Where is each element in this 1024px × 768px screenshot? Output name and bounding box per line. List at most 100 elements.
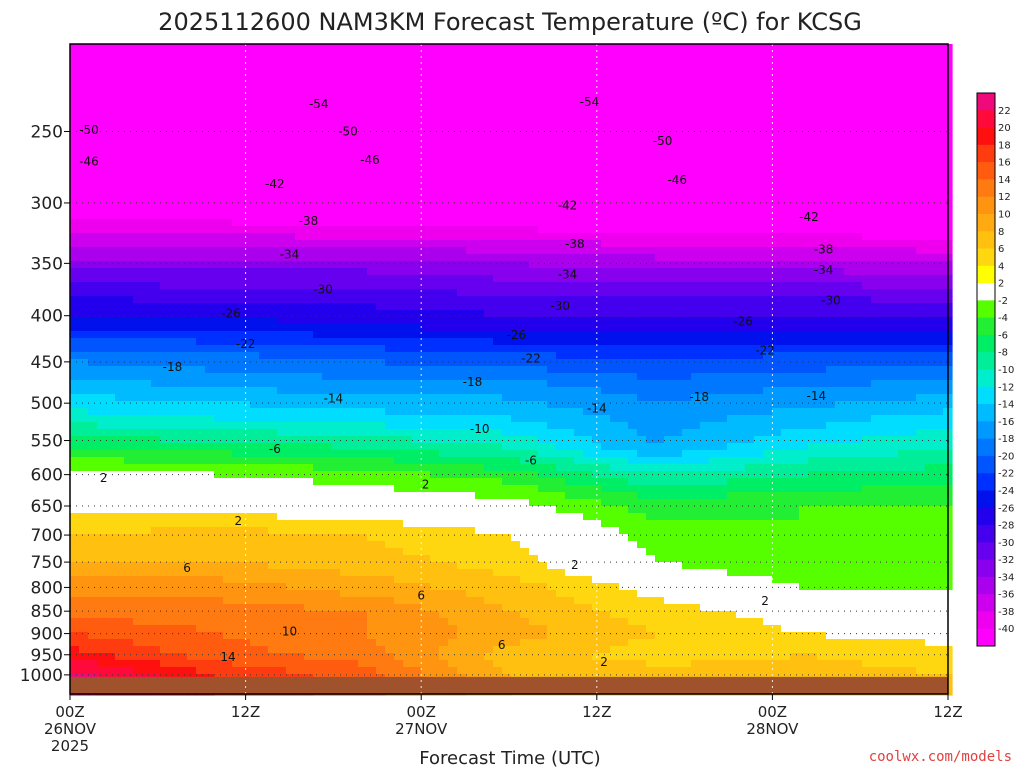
field-cell [259, 93, 269, 101]
field-cell [493, 58, 503, 66]
field-cell [349, 366, 359, 374]
field-cell [691, 65, 701, 73]
field-cell [313, 324, 323, 332]
field-cell [691, 163, 701, 171]
field-cell [448, 247, 458, 255]
field-cell [160, 177, 170, 185]
field-cell [511, 121, 521, 129]
field-cell [196, 198, 206, 206]
field-cell [673, 387, 683, 395]
field-cell [403, 198, 413, 206]
field-cell [835, 170, 845, 178]
field-cell [889, 359, 899, 367]
field-cell [358, 338, 368, 346]
field-cell [808, 79, 818, 87]
field-cell [763, 191, 773, 199]
field-cell [655, 233, 665, 241]
field-cell [403, 324, 413, 332]
field-cell [268, 128, 278, 136]
field-cell [88, 51, 98, 59]
field-cell [502, 373, 512, 381]
field-cell [340, 310, 350, 318]
field-cell [277, 387, 287, 395]
field-cell [898, 345, 908, 353]
field-cell [223, 366, 233, 374]
field-cell [466, 121, 476, 129]
field-cell [529, 366, 539, 374]
field-cell [151, 366, 161, 374]
field-cell [70, 100, 80, 108]
field-cell [358, 310, 368, 318]
field-cell [511, 366, 521, 374]
field-cell [673, 261, 683, 269]
field-cell [160, 163, 170, 171]
field-cell [223, 380, 233, 388]
field-cell [826, 226, 836, 234]
field-cell [610, 114, 620, 122]
field-cell [187, 359, 197, 367]
field-cell [790, 72, 800, 80]
field-cell [124, 345, 134, 353]
field-cell [682, 261, 692, 269]
field-cell [772, 324, 782, 332]
field-cell [511, 219, 521, 227]
field-cell [196, 51, 206, 59]
field-cell [349, 289, 359, 297]
field-cell [763, 79, 773, 87]
field-cell [376, 338, 386, 346]
field-cell [583, 121, 593, 129]
field-cell [538, 240, 548, 248]
field-cell [826, 205, 836, 213]
field-cell [898, 331, 908, 339]
field-cell [664, 51, 674, 59]
field-cell [907, 373, 917, 381]
field-cell [673, 51, 683, 59]
field-cell [88, 65, 98, 73]
field-cell [574, 275, 584, 283]
field-cell [475, 79, 485, 87]
field-cell [871, 359, 881, 367]
field-cell [88, 149, 98, 157]
field-cell [556, 79, 566, 87]
field-cell [412, 149, 422, 157]
field-cell [556, 282, 566, 290]
field-cell [205, 303, 215, 311]
field-cell [88, 121, 98, 129]
field-cell [754, 254, 764, 262]
field-cell [709, 247, 719, 255]
field-cell [295, 233, 305, 241]
field-cell [151, 149, 161, 157]
field-cell [628, 191, 638, 199]
field-cell [151, 170, 161, 178]
field-cell [79, 121, 89, 129]
field-cell [178, 93, 188, 101]
field-cell [655, 331, 665, 339]
field-cell [493, 93, 503, 101]
field-cell [772, 142, 782, 150]
field-cell [799, 177, 809, 185]
field-cell [880, 352, 890, 360]
field-cell [376, 72, 386, 80]
field-cell [223, 338, 233, 346]
field-cell [169, 247, 179, 255]
field-cell [214, 191, 224, 199]
field-cell [106, 296, 116, 304]
field-cell [430, 163, 440, 171]
field-cell [439, 65, 449, 73]
field-cell [520, 324, 530, 332]
field-cell [448, 156, 458, 164]
field-cell [637, 303, 647, 311]
field-cell [313, 128, 323, 136]
field-cell [736, 233, 746, 241]
field-cell [475, 233, 485, 241]
field-cell [817, 177, 827, 185]
field-cell [718, 226, 728, 234]
field-cell [169, 156, 179, 164]
field-cell [403, 191, 413, 199]
field-cell [907, 86, 917, 94]
field-cell [88, 268, 98, 276]
field-cell [889, 310, 899, 318]
field-cell [142, 44, 152, 52]
field-cell [214, 51, 224, 59]
field-cell [313, 268, 323, 276]
